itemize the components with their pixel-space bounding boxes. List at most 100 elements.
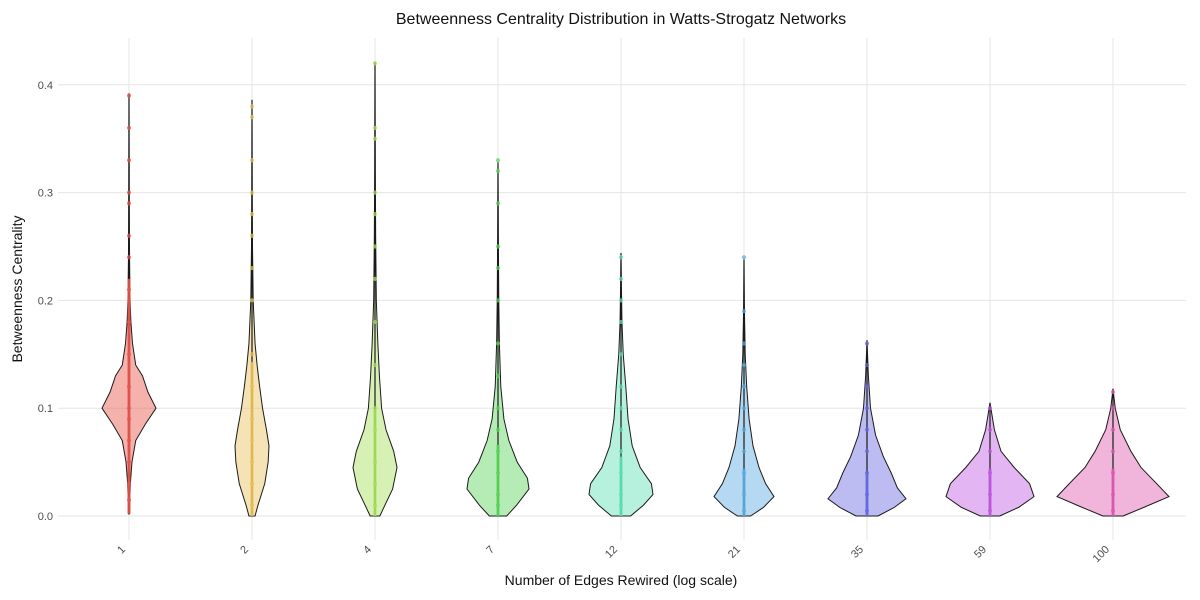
- data-point: [495, 406, 501, 411]
- x-axis-label: Number of Edges Rewired (log scale): [505, 572, 738, 588]
- data-point: [495, 449, 501, 454]
- data-point: [249, 416, 255, 422]
- data-point: [495, 503, 501, 508]
- data-point: [741, 362, 747, 368]
- data-point: [126, 384, 132, 389]
- data-point: [249, 438, 255, 443]
- data-point: [1110, 406, 1116, 411]
- data-point: [864, 449, 870, 454]
- data-point: [618, 255, 624, 260]
- data-point: [249, 158, 255, 163]
- x-tick-label: 7: [484, 544, 497, 557]
- data-point: [741, 384, 747, 389]
- data-point: [126, 460, 132, 465]
- data-point: [618, 352, 624, 357]
- data-point: [249, 481, 255, 486]
- data-point: [372, 362, 378, 368]
- data-point: [987, 470, 993, 475]
- data-point: [495, 427, 501, 432]
- data-point: [126, 416, 132, 422]
- data-point: [864, 427, 870, 432]
- data-point: [1110, 389, 1116, 395]
- y-axis-label: Betweenness Centrality: [9, 215, 25, 362]
- data-point: [618, 427, 624, 432]
- data-point: [249, 298, 255, 303]
- data-point: [495, 201, 501, 206]
- data-point: [987, 508, 993, 513]
- x-tick-label: 21: [726, 544, 743, 561]
- data-point: [741, 341, 747, 346]
- data-point: [864, 384, 870, 389]
- data-point: [618, 470, 624, 475]
- data-point: [249, 503, 255, 508]
- data-point: [618, 492, 624, 497]
- data-point: [864, 406, 870, 411]
- data-point: [864, 508, 870, 513]
- data-point: [372, 319, 378, 325]
- data-point: [249, 352, 255, 357]
- data-point: [372, 427, 378, 432]
- data-point: [618, 384, 624, 389]
- data-point: [372, 276, 378, 281]
- data-point: [618, 503, 624, 508]
- data-point: [126, 287, 132, 292]
- data-point: [372, 481, 378, 486]
- x-tick-label: 35: [849, 544, 866, 561]
- data-point: [126, 190, 132, 195]
- data-point: [495, 492, 501, 497]
- x-tick-label: 2: [238, 544, 251, 557]
- data-point: [249, 384, 255, 389]
- data-point: [741, 492, 747, 497]
- data-point: [864, 470, 870, 475]
- y-tick-label: 0.4: [38, 80, 53, 92]
- data-point: [495, 470, 501, 475]
- data-point: [126, 438, 132, 443]
- x-tick-label: 100: [1091, 544, 1112, 565]
- data-point: [126, 125, 132, 131]
- data-point: [495, 158, 501, 163]
- data-point: [618, 406, 624, 411]
- y-tick-label: 0.3: [38, 188, 53, 200]
- data-point: [372, 503, 378, 508]
- chart-title: Betweenness Centrality Distribution in W…: [396, 11, 846, 28]
- data-point: [126, 406, 132, 411]
- data-point: [126, 255, 132, 260]
- data-point: [1110, 508, 1116, 513]
- y-tick-label: 0.1: [38, 403, 53, 415]
- x-tick-label: 1: [115, 544, 128, 557]
- x-tick-label: 59: [972, 544, 989, 561]
- data-point: [249, 190, 255, 195]
- data-point: [372, 460, 378, 465]
- data-point: [618, 276, 624, 281]
- data-point: [495, 265, 501, 271]
- data-point: [126, 481, 132, 486]
- data-point: [372, 212, 378, 217]
- data-point: [618, 319, 624, 325]
- data-point: [495, 373, 501, 378]
- data-point: [372, 61, 378, 66]
- data-point: [495, 341, 501, 346]
- data-point: [126, 158, 132, 163]
- data-point: [987, 427, 993, 432]
- violin-layer: [101, 61, 1170, 517]
- data-point: [741, 449, 747, 454]
- data-point: [987, 406, 993, 411]
- data-point: [126, 233, 132, 238]
- data-point: [372, 244, 378, 249]
- data-point: [741, 255, 747, 260]
- data-point: [372, 406, 378, 411]
- data-point: [372, 190, 378, 195]
- data-point: [249, 104, 255, 109]
- data-point: [864, 492, 870, 497]
- data-point: [126, 201, 132, 206]
- data-point: [372, 125, 378, 131]
- data-point: [741, 508, 747, 513]
- data-point: [1110, 492, 1116, 497]
- data-point: [249, 265, 255, 271]
- data-point: [741, 406, 747, 411]
- data-point: [249, 233, 255, 238]
- data-point: [987, 492, 993, 497]
- data-point: [126, 93, 132, 98]
